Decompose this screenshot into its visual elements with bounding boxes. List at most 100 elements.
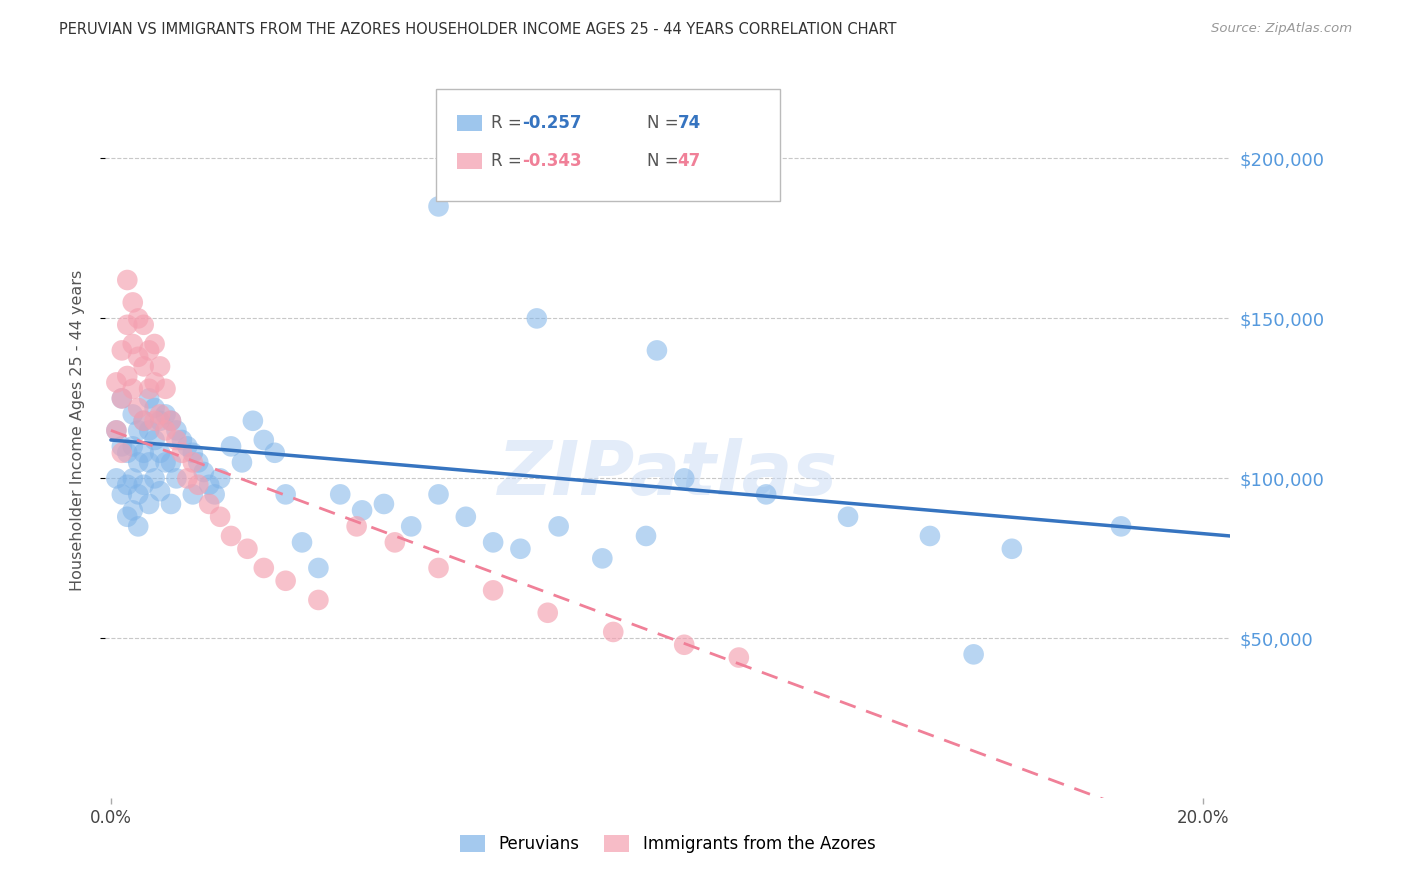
Point [170,446,193,460]
Point [307,593,329,607]
Point [111,439,134,453]
Point [143,414,166,428]
Point [263,446,285,460]
Point [111,446,134,460]
Point [105,424,128,438]
Point [111,343,134,358]
Point [127,519,149,533]
Point [918,529,941,543]
Point [111,487,134,501]
Point [127,424,149,438]
Point [673,471,696,485]
Point [187,477,209,491]
Point [127,401,149,415]
Point [454,509,477,524]
Point [291,535,314,549]
Point [198,497,221,511]
Text: R =: R = [491,152,527,169]
Point [346,519,368,533]
Point [219,529,242,543]
Point [187,455,209,469]
Point [138,392,160,406]
Text: 47: 47 [678,152,702,169]
Point [138,424,160,438]
Point [132,446,155,460]
Point [117,273,139,287]
Point [962,648,984,662]
Point [121,337,143,351]
Point [427,199,450,213]
Point [307,561,329,575]
Point [209,471,232,485]
Point [837,509,859,524]
Y-axis label: Householder Income Ages 25 - 44 years: Householder Income Ages 25 - 44 years [70,269,84,591]
Point [121,408,143,422]
Point [111,392,134,406]
Point [138,455,160,469]
Point [105,376,128,390]
Point [231,455,253,469]
Point [105,424,128,438]
Point [634,529,657,543]
Point [242,414,264,428]
Point [755,487,778,501]
Point [117,318,139,332]
Text: -0.257: -0.257 [522,114,581,132]
Point [253,561,276,575]
Point [509,541,531,556]
Point [160,497,183,511]
Point [274,487,297,501]
Point [274,574,297,588]
Point [181,487,204,501]
Point [160,455,183,469]
Point [352,503,374,517]
Point [117,446,139,460]
Text: R =: R = [491,114,527,132]
Point [427,487,450,501]
Point [399,519,422,533]
Point [111,392,134,406]
Point [165,433,187,447]
Point [170,433,193,447]
Point [149,408,172,422]
Point [427,561,450,575]
Point [537,606,560,620]
Point [526,311,548,326]
Point [143,433,166,447]
Point [384,535,406,549]
Point [143,471,166,485]
Point [198,477,221,491]
Point [165,471,187,485]
Point [1001,541,1024,556]
Legend: Peruvians, Immigrants from the Azores: Peruvians, Immigrants from the Azores [454,829,882,860]
Point [329,487,352,501]
Text: N =: N = [647,114,683,132]
Point [253,433,276,447]
Point [132,414,155,428]
Point [105,471,128,485]
Text: -0.343: -0.343 [522,152,581,169]
Point [121,439,143,453]
Point [591,551,613,566]
Point [602,624,624,639]
Point [193,465,215,479]
Point [117,477,139,491]
Point [482,535,505,549]
Point [160,414,183,428]
Point [132,414,155,428]
Point [155,424,177,438]
Point [149,359,172,374]
Point [645,343,668,358]
Point [117,509,139,524]
Point [673,638,696,652]
Point [373,497,395,511]
Point [547,519,569,533]
Point [181,446,204,460]
Point [143,401,166,415]
Point [121,295,143,310]
Point [727,650,749,665]
Point [155,455,177,469]
Point [482,583,505,598]
Point [155,408,177,422]
Text: N =: N = [647,152,683,169]
